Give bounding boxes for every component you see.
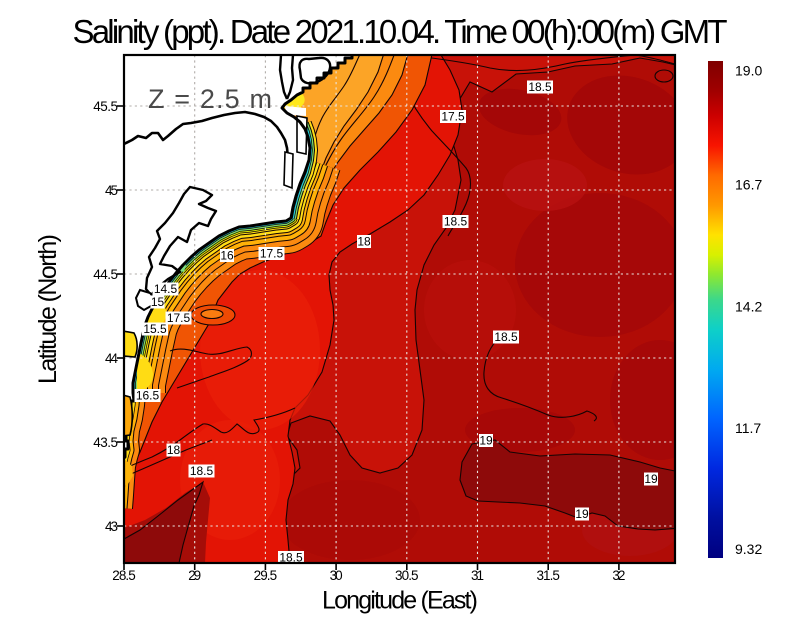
svg-text:15.5: 15.5	[143, 322, 167, 336]
svg-text:18.5: 18.5	[444, 215, 468, 229]
svg-text:44: 44	[105, 351, 118, 366]
svg-text:18: 18	[357, 235, 371, 249]
svg-text:16.5: 16.5	[136, 389, 160, 403]
svg-text:18.5: 18.5	[190, 464, 214, 478]
svg-text:28.5: 28.5	[112, 568, 136, 583]
svg-text:30: 30	[330, 568, 343, 583]
svg-text:31: 31	[471, 568, 484, 583]
svg-text:31.5: 31.5	[536, 568, 560, 583]
svg-text:Latitude (North): Latitude (North)	[34, 234, 62, 384]
svg-text:29: 29	[188, 568, 201, 583]
svg-text:14.5: 14.5	[154, 282, 178, 296]
svg-text:18.5: 18.5	[528, 80, 552, 94]
svg-text:14.2: 14.2	[735, 299, 762, 315]
svg-text:17.5: 17.5	[441, 110, 465, 124]
svg-text:16.7: 16.7	[735, 176, 762, 192]
svg-text:19: 19	[575, 507, 589, 521]
svg-text:16: 16	[220, 249, 234, 263]
svg-text:44.5: 44.5	[93, 267, 118, 282]
svg-text:17.5: 17.5	[167, 311, 191, 325]
svg-text:11.7: 11.7	[735, 420, 761, 436]
svg-text:19: 19	[644, 472, 658, 486]
svg-text:Longitude (East): Longitude (East)	[322, 587, 478, 615]
svg-text:43: 43	[105, 519, 118, 534]
svg-text:Z = 2.5 m: Z = 2.5 m	[148, 84, 272, 114]
svg-text:32: 32	[612, 568, 625, 583]
svg-text:18.5: 18.5	[494, 330, 518, 344]
svg-text:9.32: 9.32	[735, 541, 762, 557]
svg-text:29.5: 29.5	[254, 568, 278, 583]
svg-text:17.5: 17.5	[260, 247, 284, 261]
svg-text:30.5: 30.5	[395, 568, 419, 583]
svg-text:18.5: 18.5	[279, 551, 303, 565]
svg-text:19: 19	[479, 434, 493, 448]
svg-text:Salinity (ppt). Date 2021.10.0: Salinity (ppt). Date 2021.10.04. Time 00…	[73, 13, 728, 50]
svg-text:15: 15	[151, 295, 165, 309]
svg-text:18: 18	[167, 443, 181, 457]
svg-text:19.0: 19.0	[735, 63, 762, 79]
svg-text:43.5: 43.5	[93, 435, 118, 450]
svg-text:45.5: 45.5	[93, 99, 118, 114]
svg-text:45: 45	[105, 183, 118, 198]
